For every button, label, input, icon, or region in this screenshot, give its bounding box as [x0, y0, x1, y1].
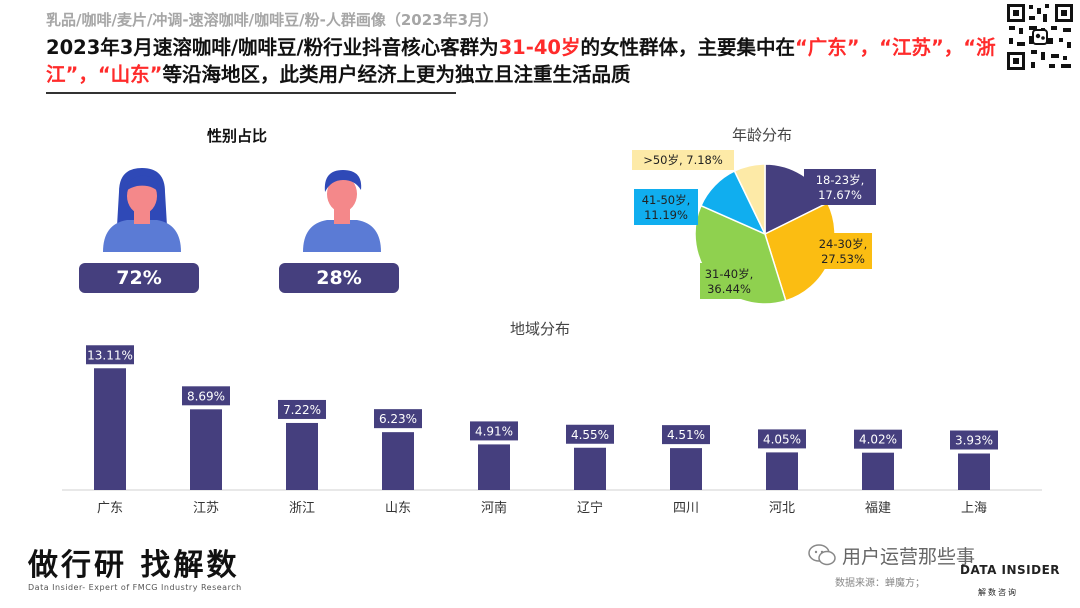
title-divider	[46, 92, 456, 94]
pie-label-name-3: 41-50岁,	[642, 193, 691, 207]
bar-value-box-1	[182, 386, 230, 406]
headline: 2023年3月速溶咖啡/咖啡豆/粉行业抖音核心客群为31-40岁的女性群体，主要…	[46, 34, 996, 88]
bar-category-label-8: 福建	[865, 501, 891, 516]
pie-label-value-2: 36.44%	[707, 282, 751, 296]
bar-category-label-4: 河南	[481, 500, 507, 516]
bar-category-label-7: 河北	[769, 501, 795, 516]
bar-value-label-1: 8.69%	[187, 389, 225, 403]
pie-label-value-0: 17.67%	[818, 188, 862, 202]
bar-value-box-8	[854, 429, 902, 449]
bar-5	[574, 447, 606, 490]
headline-part-1: 31-40岁	[498, 36, 581, 59]
headline-part-6: “山东”	[97, 63, 163, 86]
bar-value-box-2	[278, 399, 326, 419]
bar-value-label-9: 3.93%	[955, 434, 993, 448]
bar-value-box-6	[662, 425, 710, 445]
pie-label-value-3: 11.19%	[644, 208, 688, 222]
pie-label-4: >50岁, 7.18%	[643, 153, 723, 167]
region-bar-chart: 13.11% 广东 8.69% 江苏 7.22% 浙江 6.23% 山东 4.91% 河南 4.55…	[62, 345, 1042, 516]
bar-category-label-0: 广东	[97, 501, 123, 516]
data-insider-logo-subtitle: 解数咨询	[978, 588, 1018, 597]
pie-label-name-2: 31-40岁,	[705, 267, 754, 281]
data-source: 数据来源：蝉魔方；	[835, 578, 925, 589]
bar-value-label-4: 4.91%	[475, 424, 513, 438]
region-chart-title: 地域分布	[510, 320, 571, 338]
bar-category-label-5: 辽宁	[577, 500, 603, 516]
bar-value-label-6: 4.51%	[667, 428, 705, 442]
category-title: 乳品/咖啡/麦片/冲调-速溶咖啡/咖啡豆/粉-人群画像（2023年3月）	[46, 11, 499, 29]
female-percentage: 72%	[79, 263, 199, 293]
bar-value-label-5: 4.55%	[571, 428, 609, 442]
headline-part-0: 2023年3月速溶咖啡/咖啡豆/粉行业抖音核心客群为	[46, 36, 499, 59]
bar-0	[94, 368, 126, 490]
bar-category-label-2: 浙江	[289, 501, 315, 516]
slogan-subtitle: Data Insider- Expert of FMCG Industry Re…	[28, 583, 242, 592]
female-avatar-icon	[103, 168, 181, 252]
bar-1	[190, 409, 222, 490]
bar-value-box-7	[758, 429, 806, 449]
bar-category-label-3: 山东	[385, 501, 411, 516]
pie-label-box-4	[632, 150, 734, 170]
male-percentage: 28%	[279, 263, 399, 293]
bar-9	[958, 453, 990, 490]
bar-8	[862, 452, 894, 490]
bar-value-label-3: 6.23%	[379, 412, 417, 426]
qr-code-icon	[1005, 2, 1075, 72]
pie-label-value-1: 27.53%	[821, 252, 865, 266]
bar-6	[670, 448, 702, 490]
pie-label-box-2	[700, 263, 758, 299]
pie-label-name-1: 24-30岁,	[819, 237, 868, 251]
bar-value-box-9	[950, 430, 998, 450]
bar-3	[382, 432, 414, 490]
headline-part-7: 等沿海地区，此类用户经济上更为独立且注重生活品质	[162, 63, 631, 86]
bar-7	[766, 452, 798, 490]
pie-label-box-1	[814, 233, 872, 269]
bar-value-box-5	[566, 424, 614, 444]
bar-category-label-9: 上海	[961, 501, 987, 516]
bar-category-label-6: 四川	[673, 501, 699, 516]
bar-value-box-4	[470, 421, 518, 441]
headline-part-4: “江苏”，	[879, 36, 964, 59]
pie-slice-4	[733, 163, 766, 235]
bar-value-label-2: 7.22%	[283, 403, 321, 417]
bar-4	[478, 444, 510, 490]
pie-label-name-0: 18-23岁,	[816, 173, 865, 187]
bar-value-label-7: 4.05%	[763, 432, 801, 446]
wechat-account: 用户运营那些事	[842, 546, 976, 568]
pie-label-box-3	[634, 189, 698, 225]
bar-value-box-3	[374, 409, 422, 429]
bar-2	[286, 422, 318, 490]
age-chart-title: 年龄分布	[732, 126, 793, 144]
wechat-icon	[808, 544, 836, 566]
headline-part-5: “浙江”，	[46, 36, 996, 86]
bar-category-label-1: 江苏	[193, 500, 219, 516]
male-avatar-icon	[303, 170, 381, 252]
gender-section-title: 性别占比	[207, 127, 268, 145]
headline-part-3: “广东”，	[794, 36, 880, 59]
pie-label-box-0	[804, 169, 876, 205]
slogan: 做行研 找解数	[28, 548, 240, 583]
bar-value-label-8: 4.02%	[859, 433, 897, 447]
data-insider-logo: DATA INSIDER	[960, 563, 1061, 577]
bar-value-box-0	[86, 345, 134, 365]
bar-value-label-0: 13.11%	[87, 348, 133, 362]
headline-part-2: 的女性群体，主要集中在	[580, 36, 795, 59]
age-pie-chart: 18-23岁,17.67% 24-30岁,27.53% 31-40岁,36.44% 4…	[632, 150, 876, 305]
